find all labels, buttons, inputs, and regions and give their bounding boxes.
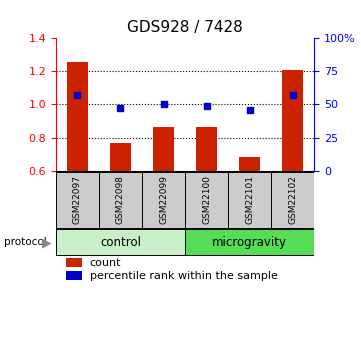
Bar bbox=[110, 144, 131, 171]
Bar bbox=[66, 271, 82, 280]
Text: control: control bbox=[100, 236, 141, 249]
Text: GSM22097: GSM22097 bbox=[73, 175, 82, 224]
FancyBboxPatch shape bbox=[228, 172, 271, 228]
Point bbox=[161, 102, 166, 107]
Text: ▶: ▶ bbox=[42, 236, 51, 249]
Bar bbox=[67, 62, 88, 171]
Text: protocol: protocol bbox=[4, 237, 46, 247]
FancyBboxPatch shape bbox=[56, 229, 185, 255]
Text: GSM22099: GSM22099 bbox=[159, 175, 168, 224]
Bar bbox=[239, 157, 260, 171]
Point bbox=[118, 106, 123, 111]
Text: microgravity: microgravity bbox=[212, 236, 287, 249]
Point bbox=[290, 92, 295, 98]
Bar bbox=[66, 258, 82, 267]
Point bbox=[247, 107, 252, 112]
Text: percentile rank within the sample: percentile rank within the sample bbox=[90, 270, 277, 280]
FancyBboxPatch shape bbox=[185, 172, 228, 228]
FancyBboxPatch shape bbox=[99, 172, 142, 228]
FancyBboxPatch shape bbox=[142, 172, 185, 228]
Title: GDS928 / 7428: GDS928 / 7428 bbox=[127, 20, 243, 36]
Text: GSM22098: GSM22098 bbox=[116, 175, 125, 224]
Text: count: count bbox=[90, 258, 121, 268]
FancyBboxPatch shape bbox=[271, 172, 314, 228]
FancyBboxPatch shape bbox=[185, 229, 314, 255]
Bar bbox=[153, 127, 174, 171]
Text: GSM22101: GSM22101 bbox=[245, 175, 254, 224]
Bar bbox=[282, 69, 303, 171]
Point bbox=[204, 103, 209, 108]
Bar bbox=[196, 127, 217, 171]
FancyBboxPatch shape bbox=[56, 172, 99, 228]
Point bbox=[75, 92, 81, 98]
Text: GSM22100: GSM22100 bbox=[202, 175, 211, 224]
Text: GSM22102: GSM22102 bbox=[288, 175, 297, 224]
